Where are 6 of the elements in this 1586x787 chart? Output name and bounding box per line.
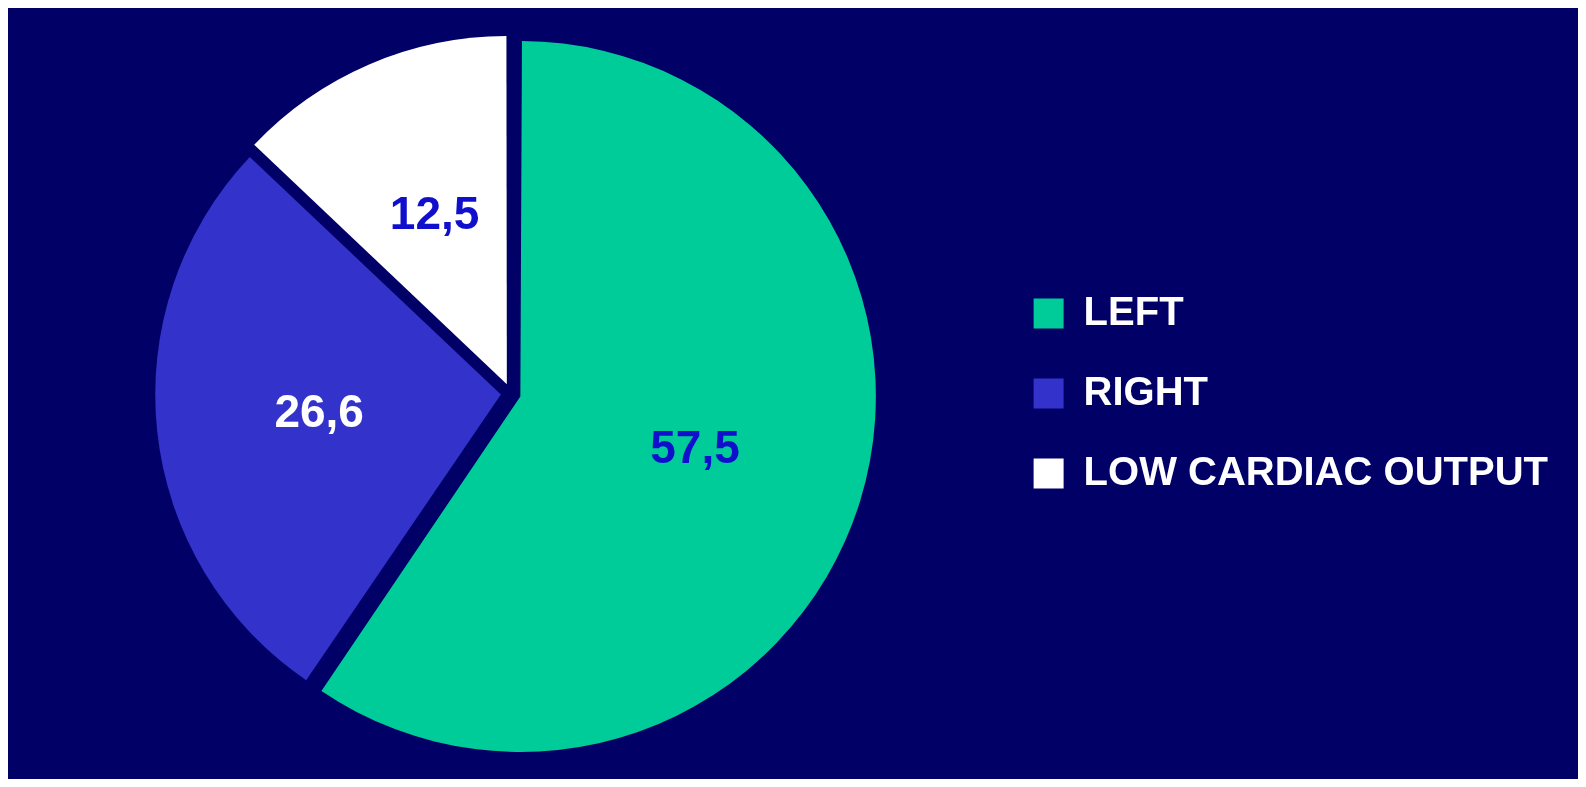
data-label: 12,5 (389, 187, 480, 240)
legend-label: RIGHT (1083, 368, 1209, 413)
legend-label: LEFT (1083, 288, 1184, 333)
data-label: 57,5 (650, 421, 740, 473)
legend-label: LOW CARDIAC OUTPUT (1083, 448, 1549, 493)
data-label: 26,6 (274, 384, 364, 437)
